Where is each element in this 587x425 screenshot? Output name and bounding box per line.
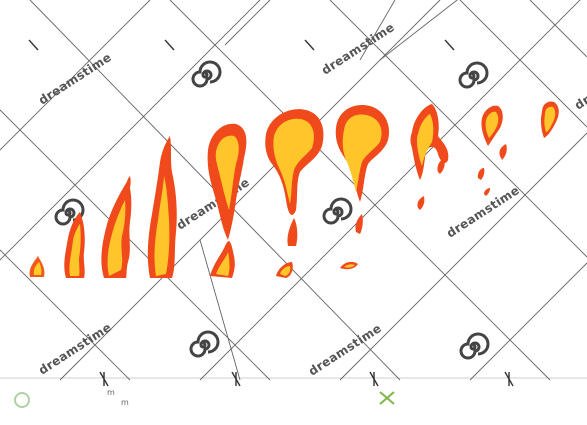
flame-frame-5	[207, 123, 247, 278]
watermark-text: dreamstime	[306, 321, 384, 378]
flame-frame-7	[335, 104, 390, 270]
flame-frame-1	[29, 256, 45, 277]
footer-strip	[14, 391, 395, 408]
footer-text-2: m	[121, 398, 129, 407]
flame-frame-10	[540, 101, 559, 138]
flame-frame-4	[147, 136, 177, 278]
spiral-icon	[54, 60, 490, 360]
flame-frames	[29, 101, 559, 278]
watermark-grid	[0, 0, 587, 381]
flame-frame-8	[410, 104, 449, 210]
scissors-icon	[379, 391, 395, 405]
footer-text-1: m	[107, 388, 115, 397]
watermark-text: dreamstime	[444, 183, 522, 240]
watermark-text: dreamstime	[36, 50, 114, 107]
watermark-text: dreamstime	[36, 320, 114, 377]
flame-frame-3	[101, 176, 132, 278]
flame-frame-9	[477, 105, 507, 196]
watermark-ticks	[28, 39, 514, 387]
logo-mark-icon	[14, 392, 30, 408]
watermark-text: dreamstime	[319, 20, 397, 77]
watermark-text: dreamstime	[572, 55, 587, 112]
flame-frame-2	[64, 212, 85, 278]
flame-frame-6	[265, 109, 324, 278]
